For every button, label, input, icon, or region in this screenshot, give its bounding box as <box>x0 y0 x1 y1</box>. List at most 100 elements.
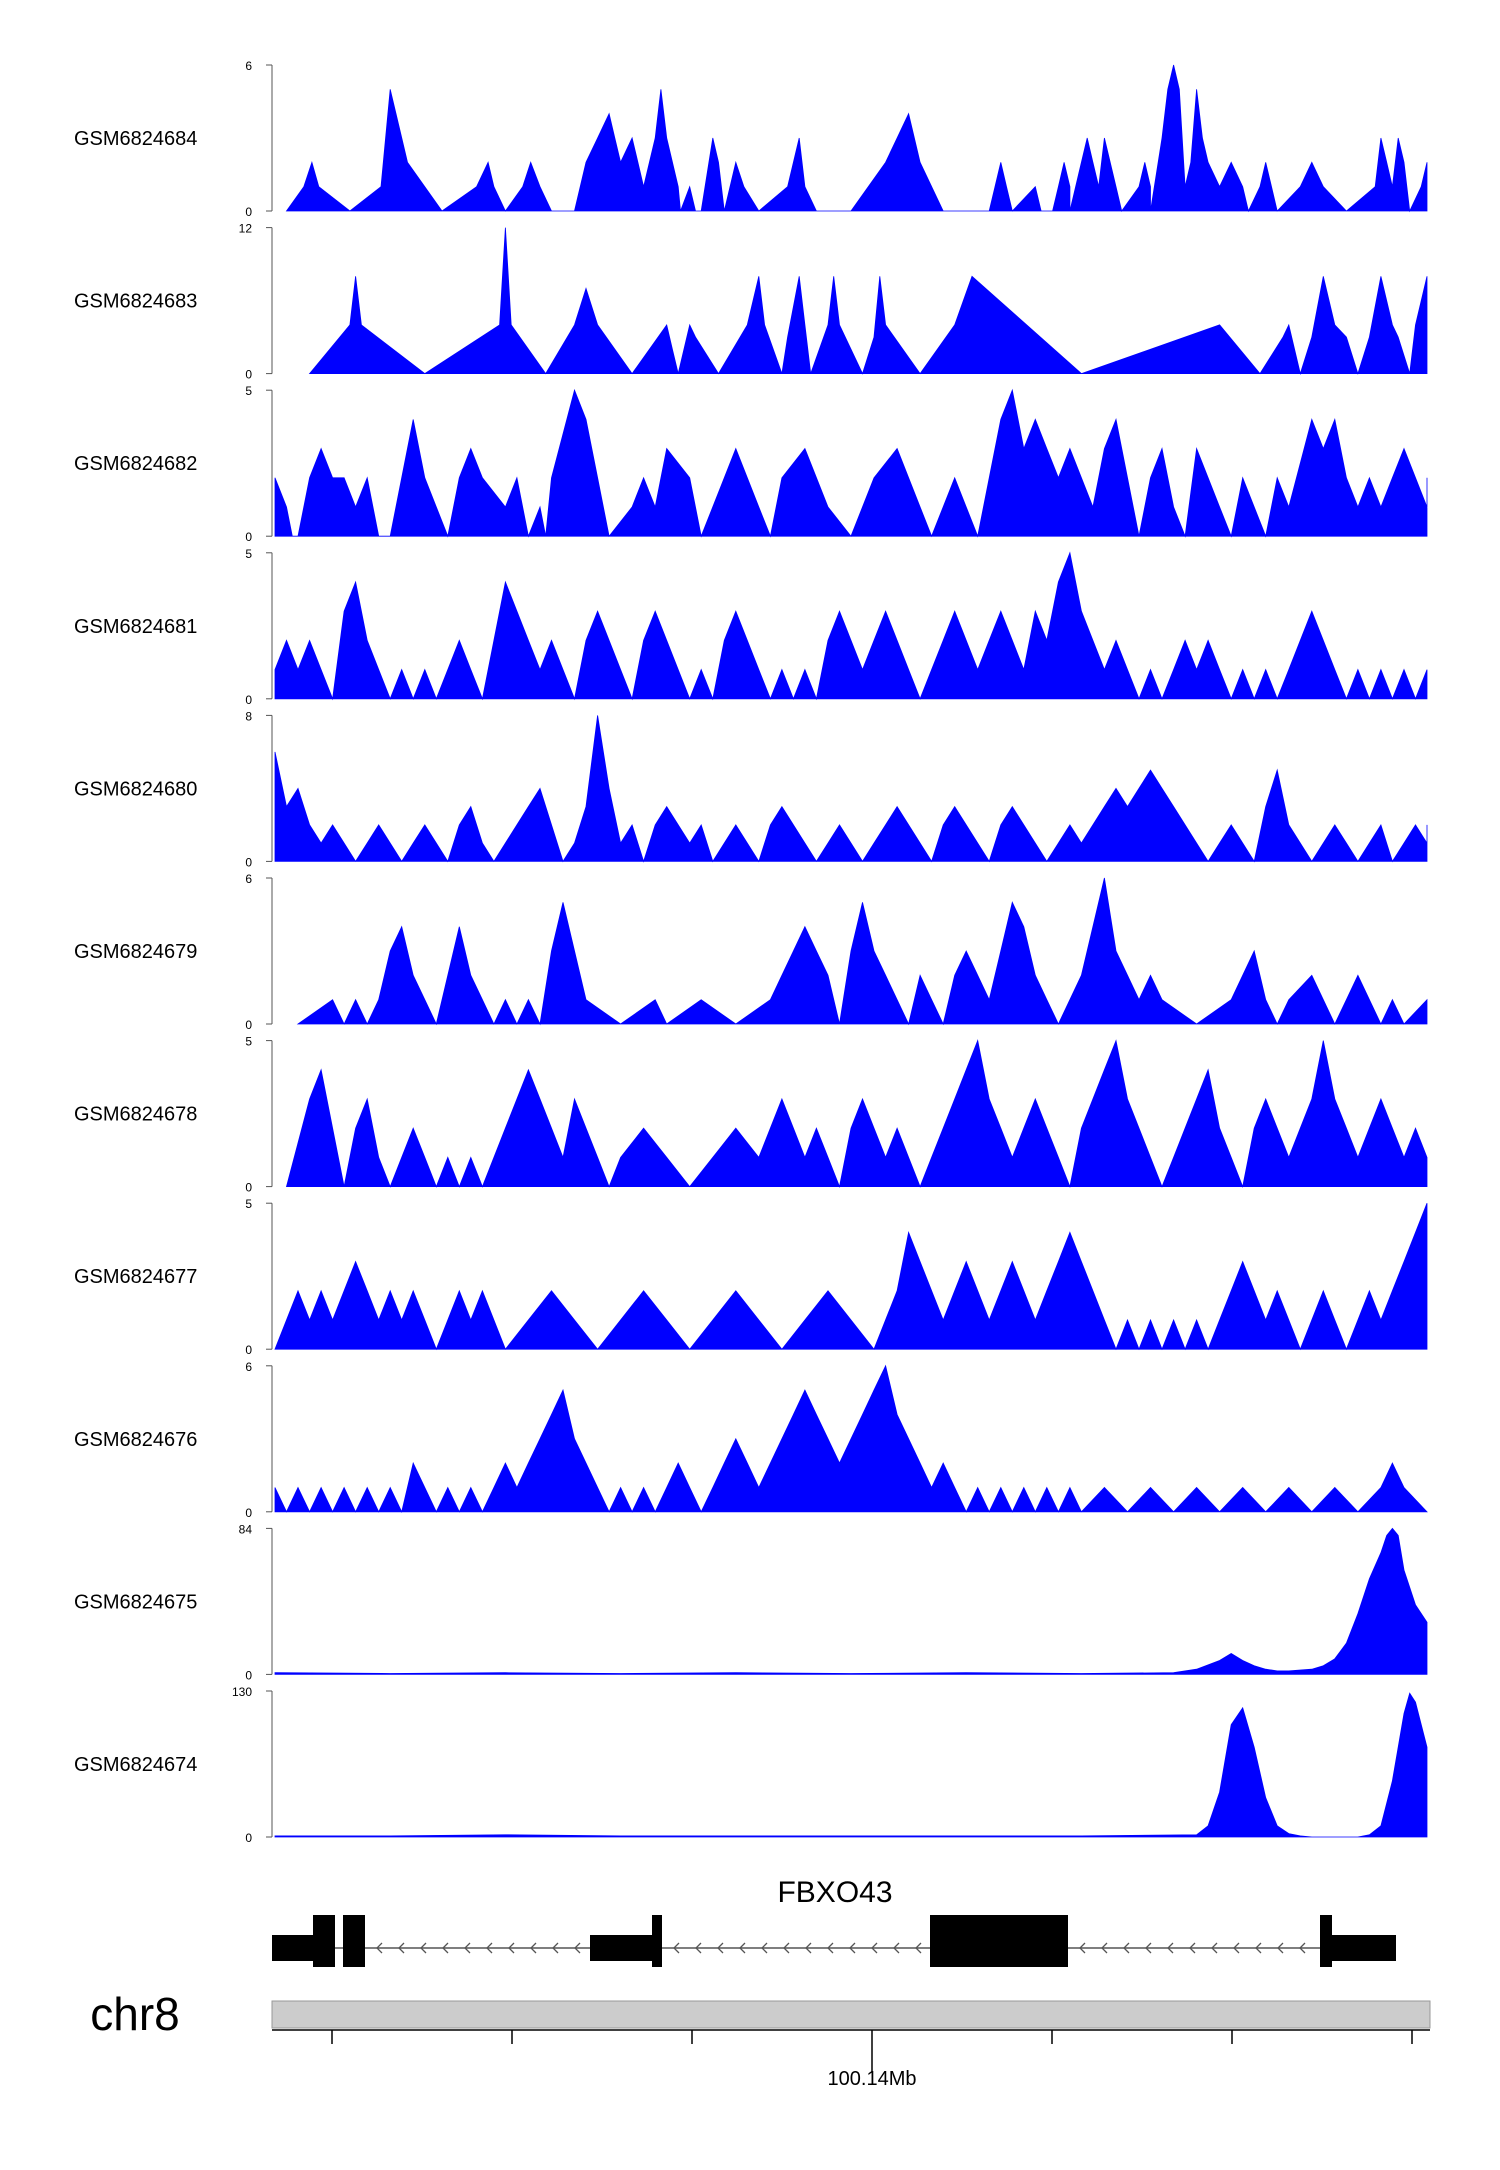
track: GSM6824678 5 0 <box>74 1035 1428 1195</box>
strand-arrow <box>871 1942 878 1954</box>
strand-arrow <box>376 1942 383 1954</box>
strand-arrow <box>673 1942 680 1954</box>
track-ymax-label: 6 <box>245 59 252 73</box>
track: GSM6824677 5 0 <box>74 1197 1428 1357</box>
strand-arrow <box>442 1942 449 1954</box>
track: GSM6824683 12 0 <box>74 222 1428 382</box>
track: GSM6824680 8 0 <box>74 709 1428 869</box>
signal-area <box>274 388 1428 538</box>
track-ymax-label: 5 <box>245 1197 252 1211</box>
strand-arrow <box>1299 1942 1306 1954</box>
track: GSM6824674 130 0 <box>74 1685 1428 1845</box>
track: GSM6824679 6 0 <box>74 872 1428 1032</box>
exon <box>930 1915 1068 1967</box>
track: GSM6824681 5 0 <box>74 547 1428 707</box>
strand-arrow <box>1079 1942 1086 1954</box>
track: GSM6824682 5 0 <box>74 384 1428 544</box>
strand-arrow <box>827 1942 834 1954</box>
strand-arrow <box>574 1942 581 1954</box>
signal-area <box>274 1203 1428 1351</box>
strand-arrow <box>508 1942 515 1954</box>
track-ymin-label: 0 <box>245 1831 252 1845</box>
strand-arrow <box>486 1942 493 1954</box>
signal-area <box>274 1364 1428 1514</box>
track-ymin-label: 0 <box>245 205 252 219</box>
track: GSM6824684 6 0 <box>74 59 1428 219</box>
track: GSM6824676 6 0 <box>74 1360 1428 1520</box>
x-tick-label: 100.14Mb <box>828 2068 917 2090</box>
track-ymax-label: 84 <box>239 1522 253 1536</box>
signal-area <box>274 1527 1428 1675</box>
track-name: GSM6824677 <box>74 1266 197 1288</box>
strand-arrow <box>915 1942 922 1954</box>
strand-arrow <box>1167 1942 1174 1954</box>
strand-arrow <box>464 1942 471 1954</box>
signal-area <box>274 1692 1428 1838</box>
track-name: GSM6824675 <box>74 1591 197 1613</box>
strand-arrow <box>1145 1942 1152 1954</box>
track-name: GSM6824680 <box>74 778 197 800</box>
x-axis: 100.14Mb <box>272 2029 1430 2090</box>
strand-arrow <box>761 1942 768 1954</box>
track-ymin-label: 0 <box>245 368 252 382</box>
track-ymax-label: 6 <box>245 872 252 886</box>
strand-arrow <box>420 1942 427 1954</box>
track-ymax-label: 12 <box>239 222 253 236</box>
strand-arrow <box>1211 1942 1218 1954</box>
track-name: GSM6824684 <box>74 128 197 150</box>
track-ymax-label: 5 <box>245 384 252 398</box>
strand-arrow <box>1101 1942 1108 1954</box>
strand-arrow <box>552 1942 559 1954</box>
track-ymax-label: 5 <box>245 1035 252 1049</box>
signal-tracks: GSM682468460GSM6824683120GSM682468250GSM… <box>74 59 1428 1845</box>
track-name: GSM6824682 <box>74 453 197 475</box>
chromosome-ideogram: chr8 <box>90 1988 1431 2040</box>
exon <box>652 1915 662 1967</box>
strand-arrow <box>1277 1942 1284 1954</box>
strand-arrow <box>1123 1942 1130 1954</box>
track-ymin-label: 0 <box>245 1668 252 1682</box>
track-ymin-label: 0 <box>245 1343 252 1357</box>
track-ymin-label: 0 <box>245 530 252 544</box>
track-name: GSM6824676 <box>74 1429 197 1451</box>
exon <box>590 1935 658 1961</box>
strand-arrow <box>893 1942 900 1954</box>
track-ymax-label: 5 <box>245 547 252 561</box>
strand-arrow <box>1255 1942 1262 1954</box>
signal-area <box>274 715 1428 863</box>
strand-arrow <box>695 1942 702 1954</box>
track-name: GSM6824683 <box>74 291 197 313</box>
track-ymin-label: 0 <box>245 1506 252 1520</box>
track-name: GSM6824681 <box>74 616 197 638</box>
strand-arrow <box>398 1942 405 1954</box>
track-ymin-label: 0 <box>245 855 252 869</box>
strand-arrow <box>1233 1942 1240 1954</box>
exon <box>1326 1935 1396 1961</box>
gene-label: FBXO43 <box>777 1876 892 1909</box>
strand-arrow <box>530 1942 537 1954</box>
track-ymax-label: 6 <box>245 1360 252 1374</box>
signal-area <box>274 551 1428 701</box>
signal-area <box>285 64 1428 213</box>
strand-arrow <box>849 1942 856 1954</box>
track-ymax-label: 130 <box>232 1685 252 1699</box>
track-ymin-label: 0 <box>245 1018 252 1032</box>
gene-model: FBXO43 <box>272 1876 1396 1967</box>
chromosome-label: chr8 <box>90 1988 179 2040</box>
strand-arrow <box>1189 1942 1196 1954</box>
strand-arrows <box>376 1942 1306 1954</box>
track-name: GSM6824678 <box>74 1104 197 1126</box>
strand-arrow <box>783 1942 790 1954</box>
track-ymin-label: 0 <box>245 693 252 707</box>
signal-area <box>285 1039 1428 1189</box>
track-name: GSM6824679 <box>74 941 197 963</box>
exon <box>343 1915 365 1967</box>
ideogram-bar <box>271 2000 1431 2029</box>
exon <box>313 1915 335 1967</box>
signal-area <box>308 227 1428 376</box>
track-ymax-label: 8 <box>245 709 252 723</box>
strand-arrow <box>739 1942 746 1954</box>
signal-area <box>296 877 1428 1026</box>
strand-arrow <box>805 1942 812 1954</box>
